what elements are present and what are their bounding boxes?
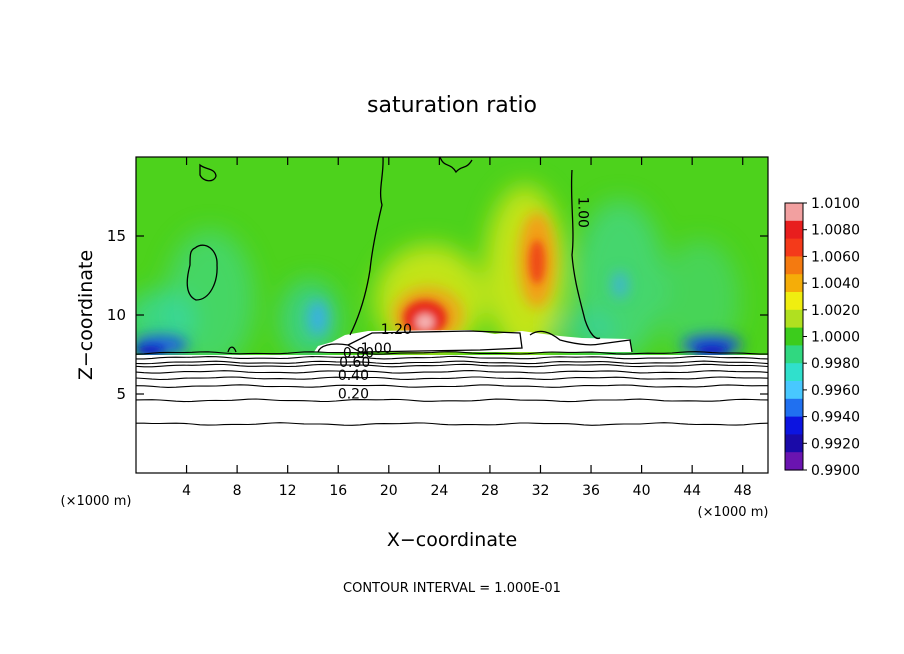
contour-label: 1.00 <box>574 197 590 228</box>
x-tick-label: 48 <box>734 483 752 499</box>
blue-patch <box>308 300 328 336</box>
cyan-patch <box>136 290 195 350</box>
colorbar-label: 1.0080 <box>811 223 860 239</box>
y-tick-label: 5 <box>116 385 126 403</box>
contour-line-level <box>136 384 768 388</box>
colorbar-label: 1.0000 <box>811 330 860 346</box>
colorbar-label: 0.9920 <box>811 436 860 452</box>
contour-line-level <box>136 422 768 426</box>
colorbar-swatch <box>785 381 803 400</box>
contour-lines <box>136 157 768 426</box>
red-core <box>529 240 545 284</box>
colorbar-swatch <box>785 452 803 471</box>
x-unit-left: (×1000 m) <box>61 494 132 509</box>
x-tick-label: 8 <box>233 483 242 499</box>
contour-line-1.00 <box>349 157 384 336</box>
y-axis: 5 10 15 <box>107 227 768 403</box>
x-tick-label: 36 <box>582 483 600 499</box>
colorbar-swatch <box>785 416 803 435</box>
contour-line-1.00 <box>199 163 217 182</box>
dark-blue-patch <box>136 346 164 354</box>
colorbar-label: 0.9960 <box>811 383 860 399</box>
contour-label: 0.80 <box>343 346 374 362</box>
chart-title: saturation ratio <box>367 93 537 118</box>
colorbar-swatch <box>785 256 803 275</box>
contour-line-level <box>136 355 768 360</box>
layer-contours <box>136 351 768 426</box>
colorbar-label: 0.9980 <box>811 356 860 372</box>
blue-patch <box>612 271 628 299</box>
contour-label: 1.20 <box>381 322 412 338</box>
contour-label: 0.60 <box>339 355 370 371</box>
colorbar-swatch <box>785 292 803 311</box>
x-tick-label: 24 <box>430 483 448 499</box>
x-tick-label: 12 <box>279 483 297 499</box>
x-tick-label: 44 <box>683 483 701 499</box>
contour-line-1.00 <box>317 343 349 353</box>
colorbar-label: 0.9900 <box>811 463 860 479</box>
contour-label: 0.40 <box>338 368 369 384</box>
x-tick-label: 28 <box>481 483 499 499</box>
contour-line-1.00 <box>227 346 237 353</box>
colorbar-label: 1.0020 <box>811 303 860 319</box>
colorbar-label: 1.0100 <box>811 196 860 212</box>
colorbar-swatch <box>785 398 803 418</box>
contour-line-1.00 <box>570 169 601 340</box>
colorbar: 1.0100 1.0080 1.0060 1.0040 1.0020 1.0000 0.99… <box>784 196 860 479</box>
contour-label: 0.20 <box>338 387 369 403</box>
colorbar-swatch <box>785 203 803 222</box>
contour-label-layer: 1.001.201.000.800.600.400.20 <box>338 197 591 403</box>
colorbar-swatch <box>785 238 803 257</box>
colorbar-swatch <box>785 327 803 346</box>
x-unit-right: (×1000 m) <box>698 505 769 520</box>
x-tick-label: 32 <box>532 483 550 499</box>
contour-line-1.00 <box>186 244 218 301</box>
pink-core <box>416 314 434 330</box>
cyan-patch <box>660 240 740 360</box>
contour-interval-note: CONTOUR INTERVAL = 1.000E-01 <box>343 581 561 596</box>
contour-line-1.20 <box>346 330 523 353</box>
x-tick-label: 4 <box>182 483 191 499</box>
colorbar-label: 1.0060 <box>811 249 860 265</box>
contour-label: 1.00 <box>361 341 392 357</box>
y-axis-label: Z−coordinate <box>75 250 97 380</box>
heatmap-field <box>136 157 768 473</box>
contour-line-level <box>136 363 768 368</box>
contour-line-level <box>136 351 768 355</box>
colorbar-swatch <box>785 309 803 329</box>
x-axis: 4 8 12 16 20 24 28 32 36 40 44 48 <box>182 157 752 499</box>
x-tick-label: 40 <box>633 483 651 499</box>
y-tick-label: 15 <box>107 227 126 245</box>
contour-line-1.00 <box>529 330 633 353</box>
colorbar-swatch <box>785 220 803 240</box>
colorbar-swatch <box>785 274 803 293</box>
contour-line-1.00 <box>439 157 473 174</box>
x-tick-label: 16 <box>329 483 347 499</box>
colorbar-swatch <box>785 363 803 382</box>
y-tick-label: 10 <box>107 306 126 324</box>
colorbar-label: 0.9940 <box>811 410 860 426</box>
x-axis-label: X−coordinate <box>387 529 517 551</box>
colorbar-swatch <box>785 345 803 364</box>
x-tick-label: 20 <box>380 483 398 499</box>
contour-line-level <box>136 398 768 403</box>
contour-line-level <box>136 360 768 365</box>
colorbar-label: 1.0040 <box>811 276 860 292</box>
colorbar-swatch <box>785 434 803 453</box>
contour-line-level <box>136 376 768 381</box>
subsaturated-layer <box>136 355 768 473</box>
contour-line-level <box>136 370 768 374</box>
